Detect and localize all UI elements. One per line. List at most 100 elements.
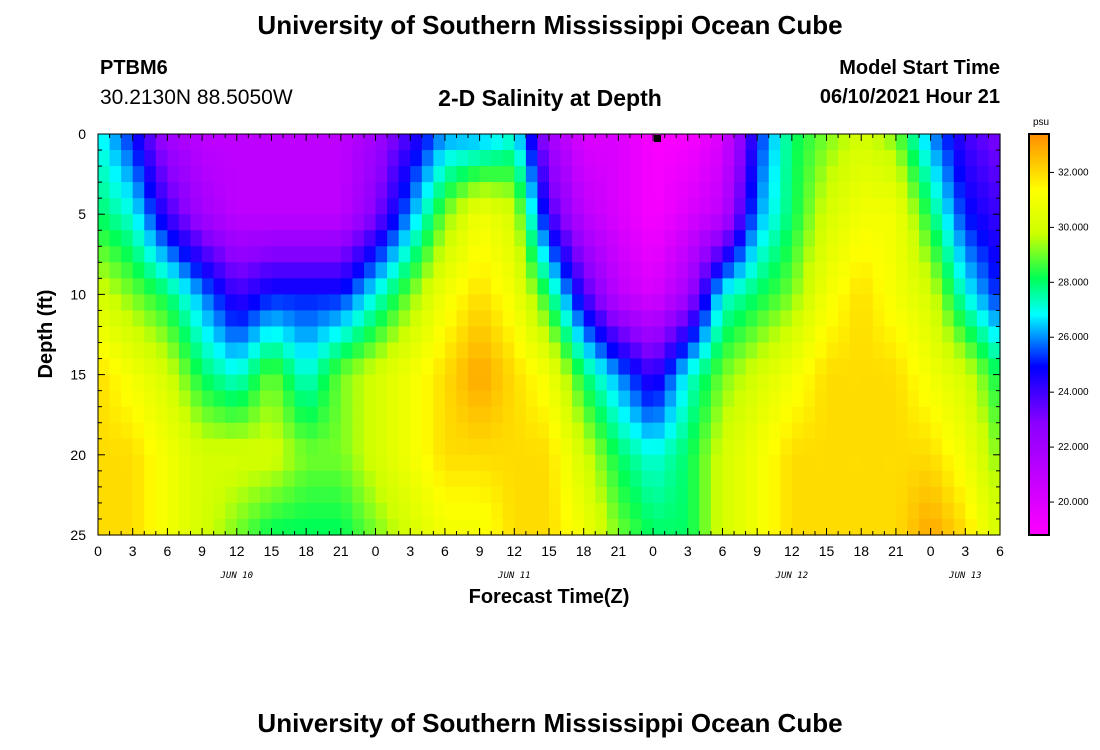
heatmap-cell [687,454,700,472]
day-label: JUN 13 [948,571,982,581]
heatmap-cell [283,470,296,488]
heatmap-cell [768,390,781,408]
heatmap-cell [988,406,1001,424]
heatmap-cell [930,470,943,488]
heatmap-cell [942,166,955,183]
heatmap-cell [803,310,816,328]
heatmap-cell [410,262,423,279]
heatmap-cell [213,246,226,263]
heatmap-cell [317,310,330,328]
heatmap-cell [306,198,319,215]
heatmap-cell [572,502,585,520]
heatmap-cell [317,358,330,376]
heatmap-cell [664,278,677,295]
heatmap-cell [236,406,249,424]
heatmap-cell [953,470,966,488]
heatmap-cell [363,310,377,328]
heatmap-cell [479,326,492,344]
day-label: JUN 12 [775,571,809,581]
heatmap-cell [190,358,203,376]
heatmap-cell [606,278,619,295]
heatmap-cell [838,486,851,504]
heatmap-cell [699,374,712,392]
heatmap-cell [98,166,111,183]
heatmap-cell [121,198,134,215]
heatmap-cell [225,326,238,344]
heatmap-cell [861,342,874,360]
heatmap-cell [514,358,527,376]
heatmap-cell [190,454,203,472]
heatmap-cell [942,422,955,440]
heatmap-cell [155,230,168,247]
heatmap-cell [953,278,966,295]
heatmap-cell [838,438,851,456]
heatmap-cell [306,182,319,199]
heatmap-cell [953,230,966,247]
heatmap-cell [549,278,562,295]
heatmap-cell [317,182,330,199]
heatmap-cell [132,470,145,488]
heatmap-cell [525,518,539,536]
heatmap-cell [514,486,527,504]
heatmap-cell [132,230,145,247]
heatmap-cell [664,406,677,424]
heatmap-cell [294,358,307,376]
heatmap-cell [583,214,596,231]
heatmap-cell [976,230,990,247]
heatmap-cell [641,342,654,360]
heatmap-cell [803,422,816,440]
heatmap-cell [872,470,885,488]
heatmap-cell [294,326,307,344]
heatmap-cell [976,294,990,312]
heatmap-cell [479,470,492,488]
heatmap-cell [248,278,261,295]
heatmap-cell [606,166,619,183]
heatmap-cell [363,454,377,472]
heatmap-cell [398,262,411,279]
y-tick-label: 20 [70,447,86,463]
heatmap-cell [814,486,828,504]
heatmap-cell [514,166,527,183]
heatmap-cell [502,262,515,279]
heatmap-cell [387,326,400,344]
heatmap-cell [502,294,515,312]
heatmap-cell [549,214,562,231]
heatmap-cell [444,262,458,279]
heatmap-cell [710,198,724,215]
heatmap-cell [271,470,284,488]
heatmap-cell [225,150,238,167]
heatmap-cell [340,374,354,392]
heatmap-cell [757,342,770,360]
heatmap-cell [895,214,909,231]
heatmap-cell [699,278,712,295]
heatmap-cell [537,262,550,279]
heatmap-cell [202,390,215,408]
heatmap-cell [629,134,643,151]
heatmap-cell [861,166,874,183]
day-label: JUN 11 [497,571,531,581]
heatmap-cell [699,134,712,151]
heatmap-cell [803,214,816,231]
heatmap-cell [976,182,990,199]
heatmap-cell [294,150,307,167]
heatmap-cell [317,134,330,151]
heatmap-cell [722,390,735,408]
heatmap-cell [687,470,700,488]
heatmap-cell [375,422,388,440]
heatmap-cell [606,246,619,263]
heatmap-cell [306,454,319,472]
heatmap-cell [121,134,134,151]
heatmap-cell [710,470,724,488]
heatmap-cell [618,310,631,328]
heatmap-cell [329,198,342,215]
heatmap-cell [699,470,712,488]
heatmap-cell [479,182,492,199]
heatmap-cell [259,326,273,344]
heatmap-cell [965,470,978,488]
heatmap-cell [410,182,423,199]
heatmap-cell [861,486,874,504]
heatmap-cell [814,134,828,151]
heatmap-cell [872,182,885,199]
heatmap-cell [676,294,689,312]
heatmap-cell [595,374,608,392]
